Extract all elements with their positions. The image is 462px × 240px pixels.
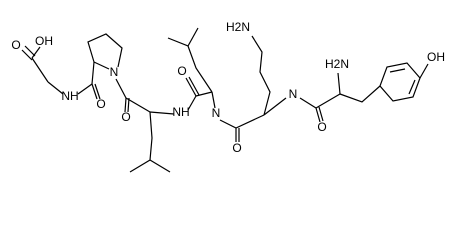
atom-label: O — [232, 141, 241, 155]
atom-label: O — [317, 120, 326, 134]
bonds — [21, 27, 429, 173]
atom-label: N — [289, 87, 298, 101]
atom-label: N — [110, 65, 119, 79]
atom-label: O — [96, 97, 105, 111]
atom-label: O — [11, 38, 20, 52]
atom-label: N — [212, 106, 221, 120]
atom-label: H2N — [226, 20, 250, 34]
atom-label: NH — [172, 105, 189, 119]
atom-label: O — [177, 64, 186, 78]
molecule: O OH NH O N O NH O N O H2N N H2N O OH — [11, 20, 445, 173]
atom-label: OH — [35, 34, 53, 48]
atom-label: H2N — [325, 57, 349, 71]
atom-label: OH — [427, 50, 445, 64]
atom-label: O — [121, 110, 130, 124]
atom-label: NH — [61, 89, 78, 103]
